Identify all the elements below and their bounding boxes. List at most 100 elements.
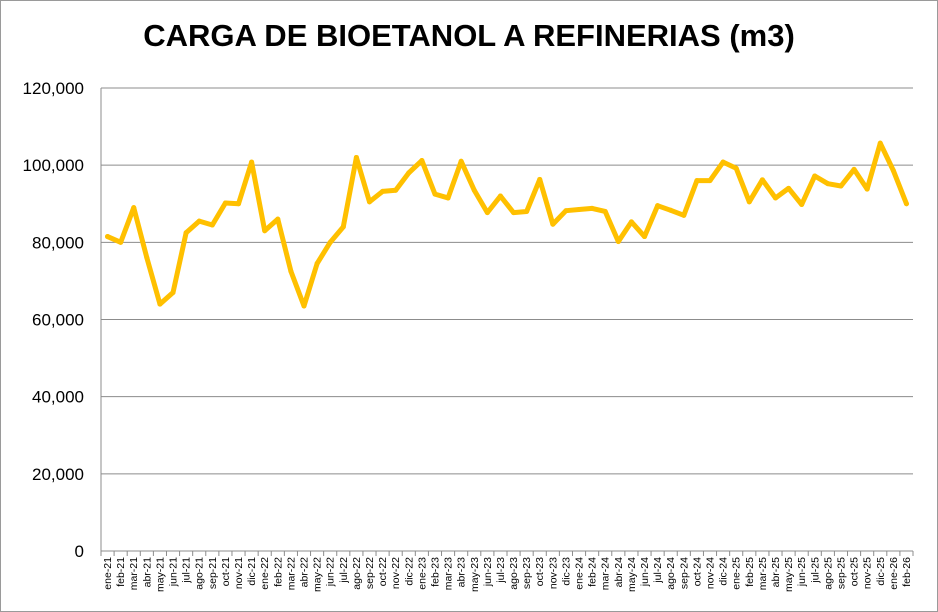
data-point: [759, 177, 765, 183]
data-point: [851, 166, 857, 172]
x-tick-label: jun-24: [639, 557, 651, 587]
x-tick-label: mar-25: [757, 557, 769, 590]
x-tick-label: oct-22: [377, 557, 389, 586]
x-tick-label: jun-25: [796, 557, 808, 587]
x-tick-label: abr-23: [456, 557, 468, 588]
x-tick-label: feb-26: [901, 557, 913, 587]
data-point: [301, 303, 307, 309]
x-tick-label: ago-25: [822, 557, 834, 590]
data-point: [288, 268, 294, 274]
data-point: [903, 201, 909, 207]
data-point: [497, 193, 503, 199]
data-point: [786, 185, 792, 191]
x-tick-label: ene-23: [416, 557, 428, 590]
data-point: [340, 224, 346, 230]
x-tick-label: ene-25: [731, 557, 743, 590]
data-point: [707, 178, 713, 184]
data-point: [890, 168, 896, 174]
data-point: [170, 289, 176, 295]
x-tick-label: sep-21: [207, 557, 219, 589]
y-tick-label: 100,000: [23, 156, 84, 175]
data-point: [642, 234, 648, 240]
data-point: [537, 176, 543, 182]
x-tick-label: nov-23: [547, 557, 559, 589]
data-point: [209, 222, 215, 228]
data-point: [694, 178, 700, 184]
y-tick-label: 60,000: [32, 311, 84, 330]
x-tick-label: ago-24: [665, 557, 677, 590]
x-tick-label: feb-24: [587, 557, 599, 587]
x-tick-label: mar-24: [600, 557, 612, 590]
data-point: [511, 210, 517, 216]
x-tick-label: oct-24: [691, 557, 703, 586]
data-point: [419, 158, 425, 164]
data-point: [825, 181, 831, 187]
data-point: [222, 200, 228, 206]
x-tick-label: dic-23: [560, 557, 572, 586]
x-tick-label: dic-21: [246, 557, 258, 586]
x-tick-label: ene-26: [888, 557, 900, 590]
data-point: [668, 207, 674, 213]
x-tick-label: may-21: [154, 557, 166, 592]
chart-title: CARGA DE BIOETANOL A REFINERIAS (m3): [143, 18, 795, 53]
x-tick-label: jul-22: [338, 557, 350, 584]
x-tick-label: oct-23: [534, 557, 546, 586]
data-point: [105, 234, 111, 240]
x-tick-label: oct-21: [220, 557, 232, 586]
x-tick-label: may-24: [626, 557, 638, 592]
x-tick-label: nov-25: [862, 557, 874, 589]
x-tick-label: may-23: [469, 557, 481, 592]
data-point: [681, 212, 687, 218]
x-tick-label: abr-25: [770, 557, 782, 588]
data-point: [615, 239, 621, 245]
data-point: [655, 203, 661, 209]
data-point: [563, 208, 569, 214]
data-point: [602, 208, 608, 214]
data-point: [471, 187, 477, 193]
x-tick-label: ago-23: [508, 557, 520, 590]
x-tick-label: jul-25: [809, 557, 821, 584]
y-tick-label: 120,000: [23, 79, 84, 98]
x-tick-label: abr-24: [613, 557, 625, 588]
data-point: [314, 261, 320, 267]
data-point: [196, 218, 202, 224]
data-point: [275, 216, 281, 222]
data-point: [589, 205, 595, 211]
data-point: [746, 199, 752, 205]
data-point: [249, 159, 255, 165]
x-tick-label: sep-22: [364, 557, 376, 589]
y-tick-label: 0: [75, 542, 84, 561]
data-point: [144, 255, 150, 261]
data-point: [812, 173, 818, 179]
x-tick-label: ene-22: [259, 557, 271, 590]
x-tick-label: feb-23: [429, 557, 441, 587]
y-tick-label: 40,000: [32, 388, 84, 407]
y-tick-label: 80,000: [32, 233, 84, 252]
data-point: [864, 186, 870, 192]
x-tick-label: jun-23: [482, 557, 494, 587]
x-tick-label: jun-22: [325, 557, 337, 587]
data-point: [458, 158, 464, 164]
x-tick-label: sep-25: [835, 557, 847, 589]
x-tick-label: ene-21: [102, 557, 114, 590]
y-tick-label: 20,000: [32, 465, 84, 484]
x-tick-label: feb-22: [272, 557, 284, 587]
x-tick-label: jul-21: [181, 557, 193, 584]
data-point: [772, 195, 778, 201]
x-tick-label: may-22: [312, 557, 324, 592]
data-point: [353, 154, 359, 160]
x-tick-label: jul-23: [495, 557, 507, 584]
data-point: [838, 183, 844, 189]
data-point: [366, 199, 372, 205]
data-point: [236, 201, 242, 207]
x-tick-label: sep-24: [678, 557, 690, 589]
data-point: [380, 188, 386, 194]
x-tick-label: feb-25: [744, 557, 756, 587]
series-line: [105, 140, 909, 309]
data-point: [524, 208, 530, 214]
data-point: [131, 205, 137, 211]
x-tick-label: jul-24: [652, 557, 664, 584]
x-tick-label: ene-24: [574, 557, 586, 590]
